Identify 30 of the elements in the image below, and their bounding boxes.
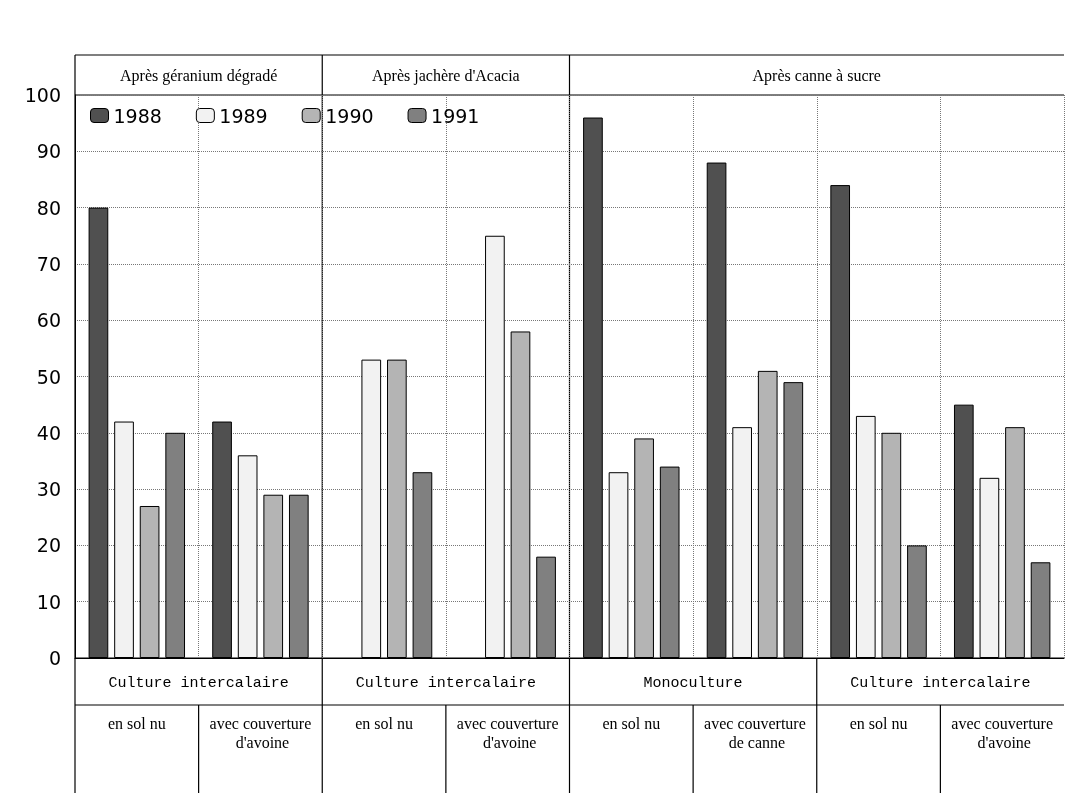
legend-label: 1991 [431, 104, 480, 127]
y-tick-label: 60 [36, 309, 61, 332]
y-tick-label: 80 [36, 196, 61, 219]
x-tick-label: en sol nu [602, 715, 661, 732]
x-tick-label: avec couverture d'avoine [456, 715, 559, 751]
text: Culture intercalaire [355, 674, 536, 692]
text: Après géranium dégradé [119, 66, 278, 85]
legend-label: 1989 [219, 104, 268, 127]
y-tick-label: 0 [48, 647, 61, 669]
y-tick-label: 70 [36, 252, 61, 275]
text: Après jachère d'Acacia [372, 66, 520, 85]
text: Culture intercalaire [850, 674, 1031, 692]
text: Monoculture [643, 674, 743, 692]
y-tick-label: 30 [36, 478, 61, 501]
x-tick-label: avec couverture de canne [704, 715, 806, 751]
y-tick-label: 100 [24, 84, 61, 106]
y-tick-label: 90 [36, 140, 61, 163]
y-tick-label: 50 [36, 365, 61, 388]
x-tick-label: en sol nu [107, 715, 166, 732]
x-tick-label: en sol nu [355, 715, 413, 732]
legend-label: 1988 [113, 104, 162, 127]
x-tick-label: avec couverture d'avoine [209, 715, 312, 751]
text: Après canne à sucre [752, 66, 881, 85]
y-tick-label: 10 [36, 590, 61, 613]
y-tick-label: 20 [36, 534, 61, 557]
x-tick-label: avec couverture d'avoine [951, 715, 1054, 751]
x-tick-label: en sol nu [849, 715, 908, 732]
y-tick-label: 40 [36, 421, 61, 444]
text: Culture intercalaire [108, 674, 289, 692]
legend-label: 1990 [325, 104, 374, 127]
